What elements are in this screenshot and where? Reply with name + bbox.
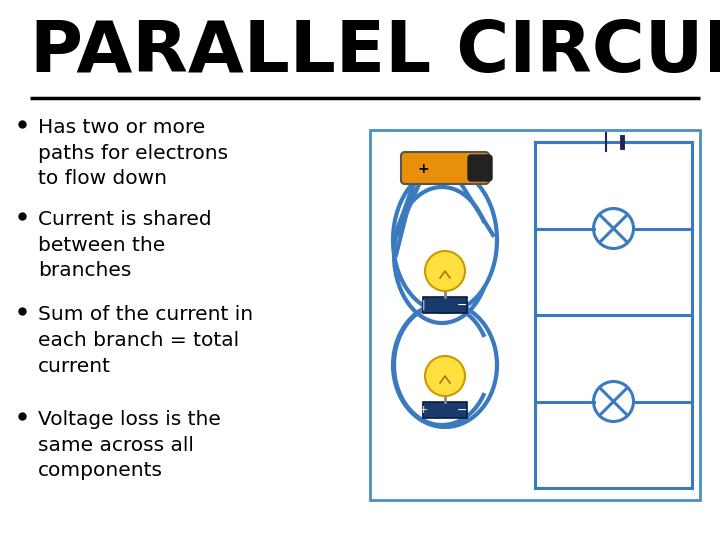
Text: Sum of the current in
each branch = total
current: Sum of the current in each branch = tota… bbox=[38, 305, 253, 375]
Text: PARALLEL CIRCUIT: PARALLEL CIRCUIT bbox=[30, 18, 720, 87]
Circle shape bbox=[425, 356, 465, 396]
Text: +: + bbox=[417, 162, 429, 176]
Text: |: | bbox=[421, 300, 425, 310]
Text: Current is shared
between the
branches: Current is shared between the branches bbox=[38, 210, 212, 280]
Text: Voltage loss is the
same across all
components: Voltage loss is the same across all comp… bbox=[38, 410, 221, 481]
Text: −: − bbox=[456, 403, 467, 416]
FancyBboxPatch shape bbox=[423, 297, 467, 313]
FancyBboxPatch shape bbox=[423, 402, 467, 418]
Bar bbox=[370, 130, 700, 500]
FancyBboxPatch shape bbox=[468, 155, 492, 181]
Text: Has two or more
paths for electrons
to flow down: Has two or more paths for electrons to f… bbox=[38, 118, 228, 188]
Circle shape bbox=[425, 251, 465, 291]
Text: −: − bbox=[456, 299, 467, 312]
FancyBboxPatch shape bbox=[401, 152, 489, 184]
Text: +: + bbox=[418, 405, 428, 415]
